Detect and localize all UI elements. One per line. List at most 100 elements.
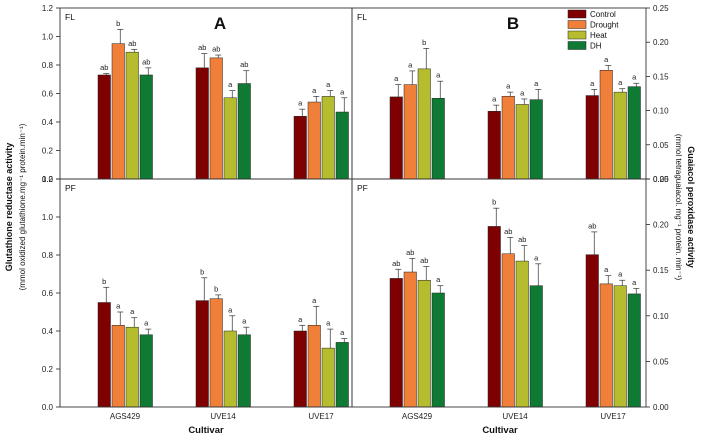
significance-letter: b	[422, 38, 426, 47]
y-tick-label: 1.0	[42, 213, 54, 222]
bar-dh-ags429	[431, 98, 445, 180]
y-tick-label: 0.6	[42, 90, 54, 99]
y-tick-label: 0.8	[42, 251, 54, 260]
left-axis-subtitle-text: (mmol oxidized glutathione.mg⁻¹ protein.…	[18, 123, 27, 290]
bar-control-ags429	[97, 74, 111, 180]
legend-swatch-dh	[567, 41, 587, 50]
panel-letter: B	[507, 14, 519, 33]
bar-drought-ags429	[403, 84, 417, 180]
bar-dh-uve14	[529, 99, 543, 180]
bar-control-ags429	[97, 302, 111, 408]
significance-letter: a	[130, 307, 135, 316]
significance-letter: ab	[504, 227, 512, 236]
bar-heat-ags429	[125, 51, 139, 180]
bar-drought-uve14	[209, 298, 223, 408]
significance-letter: a	[408, 60, 413, 69]
bar-heat-uve14	[515, 104, 529, 180]
significance-letter: a	[590, 79, 595, 88]
significance-letter: a	[326, 319, 331, 328]
panel-4: 0.000.050.100.150.200.25abababaAGS429bab…	[351, 175, 669, 421]
significance-letter: b	[200, 267, 204, 276]
significance-letter: a	[298, 99, 303, 108]
legend-label-dh: DH	[590, 42, 602, 51]
bar-heat-uve17	[321, 347, 335, 408]
bar-control-uve14	[195, 67, 209, 180]
bar-dh-uve17	[627, 293, 641, 408]
bar-dh-uve14	[529, 285, 543, 408]
bar-drought-ags429	[111, 325, 125, 408]
significance-letter: a	[604, 265, 609, 274]
bar-dh-uve17	[627, 86, 641, 180]
y-tick-label: 1.2	[42, 4, 54, 13]
left-axis-title: Glutathione reductase activity (mmol oxid…	[4, 123, 27, 290]
bar-heat-uve17	[613, 91, 627, 180]
y-tick-label: 0.8	[42, 61, 54, 70]
significance-letter: a	[534, 79, 539, 88]
significance-letter: ab	[198, 43, 206, 52]
x-tick-label-ags429: AGS429	[402, 412, 433, 421]
significance-letter: a	[618, 78, 623, 87]
bar-drought-ags429	[403, 271, 417, 408]
significance-letter: a	[436, 275, 441, 284]
y-tick-label: 1.0	[42, 33, 54, 42]
panel-tag: FL	[65, 12, 75, 22]
legend-label-drought: Drought	[590, 21, 619, 30]
bar-heat-uve17	[321, 96, 335, 180]
y-tick-label: 0.4	[42, 327, 54, 336]
bar-drought-uve17	[599, 69, 613, 180]
x-tick-label-uve14: UVE14	[502, 412, 528, 421]
y-tick-label: 0.20	[653, 221, 669, 230]
bar-dh-ags429	[139, 334, 153, 408]
bar-drought-uve17	[599, 283, 613, 408]
panel-3: 0.00.20.40.60.81.01.2baaaAGS429bbaaUVE14…	[42, 175, 353, 421]
bar-control-uve17	[585, 254, 599, 408]
significance-letter: a	[298, 315, 303, 324]
significance-letter: a	[436, 71, 441, 80]
bar-heat-uve14	[515, 260, 529, 408]
bar-drought-uve14	[209, 57, 223, 180]
right-axis-title-text: Guaiacol peroxidase activity	[686, 146, 696, 268]
bar-control-uve14	[487, 226, 501, 408]
y-tick-label: 0.20	[653, 38, 669, 47]
legend-swatch-control	[567, 9, 587, 19]
significance-letter: a	[228, 305, 233, 314]
bar-heat-uve17	[613, 285, 627, 408]
x-tick-label-uve17: UVE17	[308, 412, 334, 421]
y-tick-label: 0.2	[42, 147, 54, 156]
bar-drought-uve17	[307, 325, 321, 408]
legend-swatch-heat	[567, 30, 587, 40]
y-tick-label: 0.05	[653, 357, 669, 366]
significance-letter: ab	[240, 60, 248, 69]
bar-dh-uve17	[335, 111, 349, 180]
bar-drought-ags429	[111, 43, 125, 180]
bar-heat-ags429	[125, 326, 139, 408]
panel-tag: PF	[65, 183, 76, 193]
significance-letter: a	[618, 270, 623, 279]
y-tick-label: 0.05	[653, 141, 669, 150]
bar-dh-uve17	[335, 342, 349, 408]
bar-drought-uve14	[501, 95, 515, 180]
x-axis-title-right: Cultivar	[482, 425, 518, 436]
y-tick-label: 0.00	[653, 175, 669, 184]
bar-dh-ags429	[139, 74, 153, 180]
legend-label-heat: Heat	[590, 31, 608, 40]
significance-letter: ab	[142, 57, 150, 66]
significance-letter: ab	[128, 39, 136, 48]
y-tick-label: 0.15	[653, 72, 669, 81]
y-tick-label: 0.00	[653, 403, 669, 412]
significance-letter: a	[340, 328, 345, 337]
significance-letter: b	[214, 284, 218, 293]
significance-letter: a	[242, 317, 247, 326]
bar-dh-uve14	[237, 334, 251, 408]
bar-heat-uve14	[223, 97, 237, 180]
significance-letter: a	[506, 82, 511, 91]
legend-swatch-drought	[567, 20, 587, 29]
significance-letter: b	[102, 277, 106, 286]
left-axis-title-text: Glutathione reductase activity	[4, 143, 14, 272]
significance-letter: ab	[588, 221, 596, 230]
panel-frame	[351, 178, 647, 408]
bar-control-uve17	[585, 95, 599, 180]
bar-control-uve17	[293, 116, 307, 180]
panel-tag: FL	[357, 12, 367, 22]
